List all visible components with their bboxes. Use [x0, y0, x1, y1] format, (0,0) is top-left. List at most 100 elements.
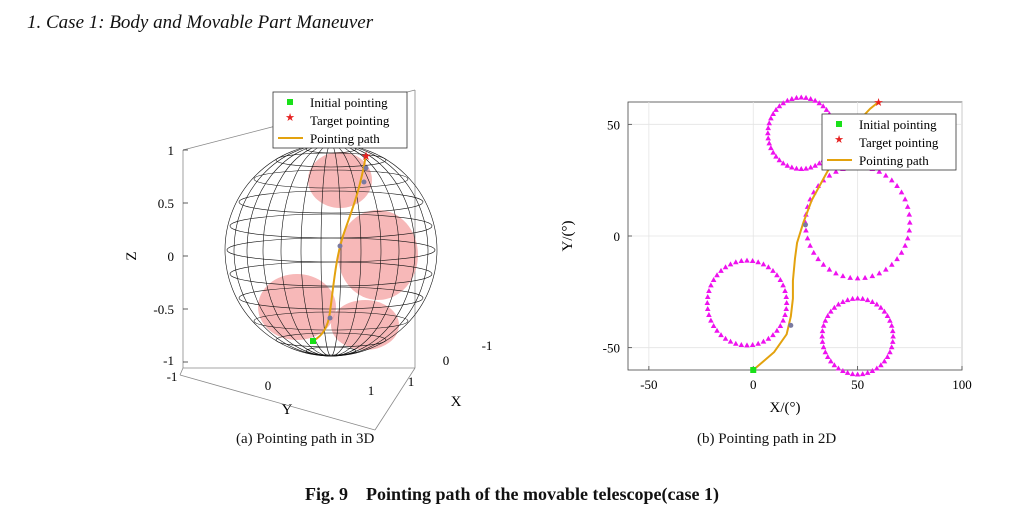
y-tick-label: 0: [614, 229, 621, 244]
cone-boundary-marker: [884, 354, 891, 360]
cone-boundary-marker: [706, 288, 712, 294]
cone-boundary-marker: [744, 342, 750, 348]
cone-boundary-marker: [854, 275, 861, 281]
legend-2d: ★ Initial pointing Target pointing Point…: [821, 113, 957, 171]
waypoint-marker: [788, 322, 794, 328]
cone-boundary-marker: [854, 295, 861, 301]
cone-boundary-marker: [889, 261, 895, 267]
figure-caption: Fig. 9 Pointing path of the movable teles…: [0, 484, 1024, 505]
cone-boundary-marker: [890, 333, 896, 339]
cone-boundary-marker: [780, 160, 787, 166]
cone-boundary-marker: [722, 335, 729, 341]
y-tick: -1: [167, 369, 178, 384]
cone-boundary-marker: [780, 100, 787, 106]
z-axis-label: Z: [124, 251, 140, 260]
svg-text:★: ★: [285, 112, 295, 124]
plot-2d: ★ -50 0 50 100 -50 0 50 X/(°) Y/(°) ★ Initial …: [560, 94, 972, 416]
cone-region: [258, 274, 336, 340]
cone-boundary-marker: [774, 272, 780, 278]
cone-boundary-marker: [749, 342, 756, 348]
cone-boundary-marker: [887, 317, 893, 323]
cone-boundary-marker: [803, 94, 809, 100]
cone-boundary-marker: [876, 168, 883, 174]
cone-boundary-marker: [807, 242, 813, 248]
cone-boundary-marker: [765, 125, 772, 131]
initial-point-marker: [750, 367, 757, 373]
cone-boundary-marker: [777, 322, 784, 328]
cone-boundary-marker: [774, 327, 780, 333]
figure-number: Fig. 9: [305, 484, 349, 504]
cone-boundary-marker: [807, 164, 814, 170]
cone-boundary-marker: [904, 203, 911, 209]
figure-title: Pointing path of the movable telescope(c…: [366, 484, 719, 504]
cone-boundary-marker: [812, 97, 818, 103]
cone-boundary-marker: [902, 196, 908, 202]
cone-boundary-marker: [883, 172, 889, 178]
cone-boundary-marker: [835, 301, 842, 307]
cone-boundary-marker: [869, 273, 876, 279]
cone-boundary-marker: [833, 168, 839, 174]
waypoint-marker: [363, 165, 369, 171]
cone-boundary-marker: [898, 189, 905, 195]
cone-boundary-marker: [773, 153, 779, 159]
cone-boundary-marker: [849, 371, 856, 377]
subcaption-b: (b) Pointing path in 2D: [697, 431, 837, 447]
cone-boundary-marker: [765, 264, 772, 270]
cone-boundary-marker: [766, 140, 773, 146]
cone-boundary-marker: [889, 338, 896, 344]
cone-boundary-marker: [820, 344, 827, 350]
cone-boundary-marker: [770, 332, 776, 338]
cone-boundary-marker: [828, 308, 834, 314]
cone-boundary-marker: [706, 311, 712, 317]
cone-boundary-marker: [710, 322, 717, 328]
cone-boundary-marker: [888, 344, 895, 350]
cone-boundary-marker: [862, 274, 868, 280]
cone-boundary-marker: [776, 103, 783, 109]
x-tick: 0: [443, 353, 450, 368]
cone-boundary-marker: [760, 261, 767, 267]
cone-boundary-marker: [714, 272, 720, 278]
cone-boundary-marker: [766, 120, 773, 126]
cone-boundary-marker: [727, 261, 734, 267]
cone-boundary-marker: [883, 266, 889, 272]
cone-boundary-marker: [816, 160, 823, 166]
cone-boundary-marker: [704, 306, 711, 312]
cone-boundary-marker: [840, 298, 846, 304]
cone-boundary-marker: [770, 110, 776, 116]
x-axis-label: X: [451, 394, 462, 410]
cone-boundary-marker: [831, 362, 838, 368]
cone-boundary-marker: [784, 97, 791, 103]
cone-boundary-marker: [744, 257, 750, 263]
x-tick-label: -50: [640, 377, 657, 392]
cone-boundary-marker: [823, 106, 830, 112]
legend-initial: Initial pointing: [310, 95, 388, 110]
cone-boundary-marker: [820, 322, 827, 328]
cone-boundary-marker: [889, 177, 895, 183]
cone-boundary-marker: [822, 317, 829, 323]
y-tick: 1: [368, 383, 375, 398]
cone-boundary-marker: [833, 270, 839, 276]
cone-boundary-marker: [854, 371, 861, 377]
cone-boundary-marker: [859, 371, 866, 377]
cone-boundary-marker: [710, 277, 717, 283]
cone-boundary-marker: [718, 267, 724, 273]
cone-boundary-marker: [888, 322, 895, 328]
cone-boundary-marker: [878, 304, 884, 310]
cone-boundary-marker: [727, 338, 734, 344]
cone-boundary-marker: [902, 242, 908, 248]
cone-boundary-marker: [869, 368, 876, 374]
z-tick: -0.5: [153, 302, 174, 317]
section-heading: 1. Case 1: Body and Movable Part Maneuve…: [27, 12, 374, 33]
subcaption-a: (a) Pointing path in 3D: [236, 431, 375, 447]
target-point-marker: ★: [361, 149, 372, 163]
cone-boundary-marker: [722, 264, 729, 270]
y-axis-label: Y: [282, 402, 293, 418]
cone-boundary-marker: [826, 266, 833, 272]
cone-boundary-marker: [783, 293, 790, 299]
cone-boundary-marker: [874, 365, 880, 371]
cone-boundary-marker: [708, 282, 714, 288]
legend-path-2d: Pointing path: [859, 153, 929, 168]
cone-boundary-marker: [906, 227, 913, 233]
cone-boundary-marker: [864, 369, 871, 375]
legend-path: Pointing path: [310, 131, 380, 146]
